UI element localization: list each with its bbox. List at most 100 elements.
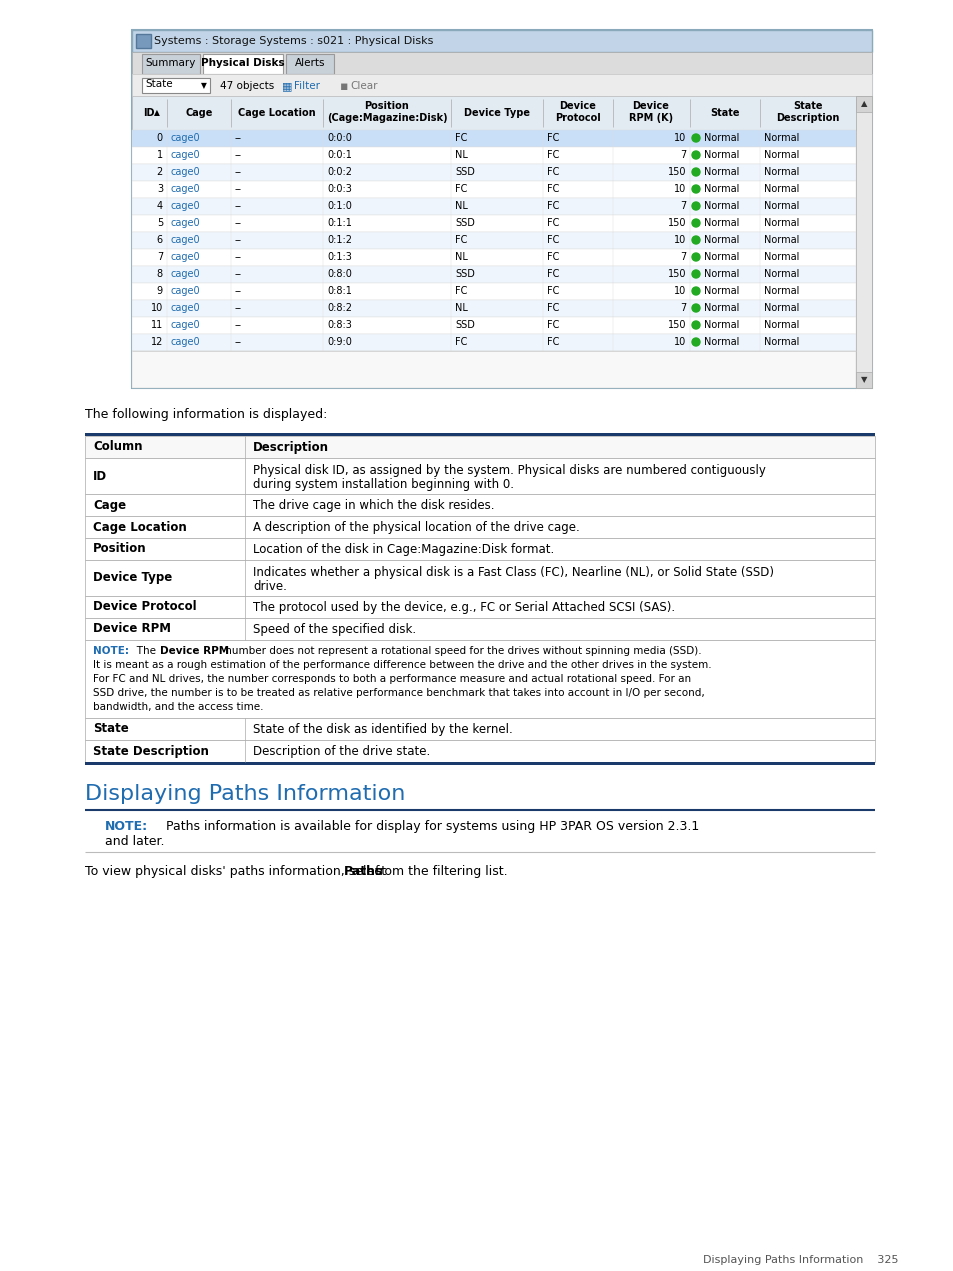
Bar xyxy=(142,53,200,74)
Bar xyxy=(132,300,855,316)
Text: Normal: Normal xyxy=(703,150,739,160)
Text: --: -- xyxy=(234,235,242,245)
Text: Protocol: Protocol xyxy=(555,113,600,123)
Bar xyxy=(136,34,151,48)
Text: Paths: Paths xyxy=(344,866,383,878)
Text: 0:1:0: 0:1:0 xyxy=(327,201,352,211)
Circle shape xyxy=(691,338,700,346)
Text: NOTE:: NOTE: xyxy=(92,646,129,656)
Text: Normal: Normal xyxy=(763,302,799,313)
Text: State: State xyxy=(92,722,129,736)
Text: 0:9:0: 0:9:0 xyxy=(327,337,352,347)
Text: 7: 7 xyxy=(679,252,685,262)
Text: Column: Column xyxy=(92,441,142,454)
Circle shape xyxy=(691,151,700,159)
Text: 7: 7 xyxy=(156,252,163,262)
Bar xyxy=(132,334,855,351)
Bar xyxy=(85,740,874,763)
Text: Speed of the specified disk.: Speed of the specified disk. xyxy=(253,623,416,636)
Text: 150: 150 xyxy=(667,167,685,177)
Text: Normal: Normal xyxy=(703,184,739,194)
Circle shape xyxy=(691,269,700,278)
Text: Displaying Paths Information: Displaying Paths Information xyxy=(85,784,405,805)
Text: 150: 150 xyxy=(667,320,685,330)
Text: SSD: SSD xyxy=(455,269,475,280)
Text: To view physical disks' paths information, select: To view physical disks' paths informatio… xyxy=(85,866,390,878)
Bar xyxy=(132,198,855,215)
Text: Normal: Normal xyxy=(703,302,739,313)
Text: FC: FC xyxy=(546,184,558,194)
Text: --: -- xyxy=(234,201,242,211)
Text: cage0: cage0 xyxy=(171,252,200,262)
Text: Normal: Normal xyxy=(703,133,739,144)
Text: State: State xyxy=(709,108,739,118)
Circle shape xyxy=(691,202,700,210)
Text: 0:1:2: 0:1:2 xyxy=(327,235,352,245)
Text: Normal: Normal xyxy=(703,235,739,245)
Bar xyxy=(132,147,855,164)
Bar xyxy=(132,164,855,180)
Bar xyxy=(855,97,871,388)
Text: cage0: cage0 xyxy=(171,269,200,280)
Text: cage0: cage0 xyxy=(171,337,200,347)
Text: 10: 10 xyxy=(151,302,163,313)
Text: SSD drive, the number is to be treated as relative performance benchmark that ta: SSD drive, the number is to be treated a… xyxy=(92,688,704,698)
Bar xyxy=(85,641,874,718)
Text: The: The xyxy=(127,646,159,656)
Text: --: -- xyxy=(234,219,242,228)
Text: ▪: ▪ xyxy=(339,80,348,93)
Bar xyxy=(132,233,855,249)
Text: NL: NL xyxy=(455,252,467,262)
Text: For FC and NL drives, the number corresponds to both a performance measure and a: For FC and NL drives, the number corresp… xyxy=(92,674,690,684)
Text: RPM (K): RPM (K) xyxy=(628,113,673,123)
Bar xyxy=(85,763,874,765)
Text: FC: FC xyxy=(546,167,558,177)
Text: 7: 7 xyxy=(679,150,685,160)
Text: FC: FC xyxy=(546,235,558,245)
Text: --: -- xyxy=(234,150,242,160)
Text: 6: 6 xyxy=(156,235,163,245)
Text: Cage Location: Cage Location xyxy=(238,108,315,118)
Text: and later.: and later. xyxy=(105,835,164,848)
Bar xyxy=(85,516,874,538)
Circle shape xyxy=(691,168,700,175)
Text: 8: 8 xyxy=(156,269,163,280)
Text: Device: Device xyxy=(559,100,596,111)
Text: A description of the physical location of the drive cage.: A description of the physical location o… xyxy=(253,521,579,534)
Text: 3: 3 xyxy=(156,184,163,194)
Circle shape xyxy=(691,304,700,311)
Text: Description: Description xyxy=(253,441,329,454)
Text: 7: 7 xyxy=(679,201,685,211)
Text: FC: FC xyxy=(455,235,467,245)
Text: 0:0:1: 0:0:1 xyxy=(327,150,352,160)
Text: The protocol used by the device, e.g., FC or Serial Attached SCSI (SAS).: The protocol used by the device, e.g., F… xyxy=(253,600,675,614)
Text: Normal: Normal xyxy=(703,252,739,262)
Text: 12: 12 xyxy=(151,337,163,347)
Text: 0:0:3: 0:0:3 xyxy=(327,184,352,194)
Text: cage0: cage0 xyxy=(171,302,200,313)
Text: 5: 5 xyxy=(156,219,163,228)
Text: ▼: ▼ xyxy=(860,375,866,385)
Text: FC: FC xyxy=(546,201,558,211)
Text: 0:8:3: 0:8:3 xyxy=(327,320,352,330)
Text: State Description: State Description xyxy=(92,745,209,758)
Text: 2: 2 xyxy=(156,167,163,177)
Text: cage0: cage0 xyxy=(171,133,200,144)
Text: Normal: Normal xyxy=(703,286,739,296)
Text: State: State xyxy=(145,79,172,89)
Text: Normal: Normal xyxy=(703,320,739,330)
Text: 10: 10 xyxy=(673,235,685,245)
Text: 10: 10 xyxy=(673,184,685,194)
Text: 10: 10 xyxy=(673,133,685,144)
Bar xyxy=(132,97,855,130)
Text: Normal: Normal xyxy=(763,133,799,144)
Text: 0:0:0: 0:0:0 xyxy=(327,133,352,144)
Text: Normal: Normal xyxy=(703,167,739,177)
Bar xyxy=(85,618,874,641)
Text: 0:8:1: 0:8:1 xyxy=(327,286,352,296)
Text: (Cage:Magazine:Disk): (Cage:Magazine:Disk) xyxy=(326,113,447,123)
Bar xyxy=(203,53,283,74)
Text: cage0: cage0 xyxy=(171,167,200,177)
Text: FC: FC xyxy=(455,184,467,194)
Text: Normal: Normal xyxy=(763,167,799,177)
